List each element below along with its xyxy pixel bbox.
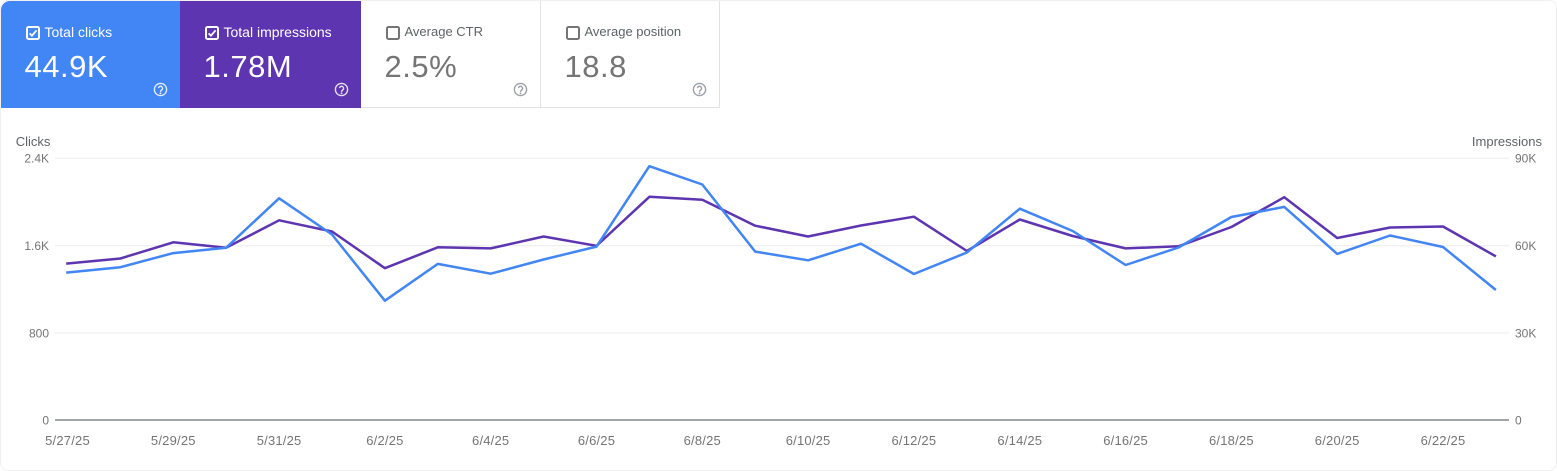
svg-text:5/27/25: 5/27/25: [45, 433, 90, 448]
svg-text:6/2/25: 6/2/25: [366, 433, 403, 448]
svg-text:800: 800: [29, 326, 49, 340]
svg-text:6/20/25: 6/20/25: [1315, 433, 1360, 448]
svg-text:0: 0: [42, 413, 49, 427]
svg-text:90K: 90K: [1515, 152, 1536, 166]
svg-text:6/14/25: 6/14/25: [997, 433, 1042, 448]
svg-text:1.6K: 1.6K: [24, 239, 49, 253]
svg-text:6/8/25: 6/8/25: [684, 433, 721, 448]
svg-text:6/22/25: 6/22/25: [1421, 433, 1466, 448]
svg-text:Clicks: Clicks: [16, 134, 51, 149]
svg-text:6/16/25: 6/16/25: [1103, 433, 1148, 448]
svg-text:5/31/25: 5/31/25: [257, 433, 302, 448]
svg-text:30K: 30K: [1515, 326, 1536, 340]
svg-text:Impressions: Impressions: [1472, 134, 1543, 149]
svg-text:6/6/25: 6/6/25: [578, 433, 615, 448]
svg-text:2.4K: 2.4K: [24, 152, 49, 166]
svg-text:6/4/25: 6/4/25: [472, 433, 509, 448]
svg-text:6/12/25: 6/12/25: [892, 433, 937, 448]
svg-text:5/29/25: 5/29/25: [151, 433, 196, 448]
svg-text:0: 0: [1515, 413, 1522, 427]
svg-text:6/18/25: 6/18/25: [1209, 433, 1254, 448]
svg-text:6/10/25: 6/10/25: [786, 433, 831, 448]
svg-text:60K: 60K: [1515, 239, 1536, 253]
